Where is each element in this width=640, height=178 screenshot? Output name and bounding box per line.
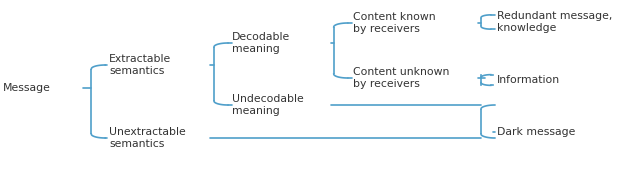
Text: Undecodable
meaning: Undecodable meaning bbox=[232, 94, 304, 116]
Text: Decodable
meaning: Decodable meaning bbox=[232, 32, 290, 54]
Text: Redundant message,
knowledge: Redundant message, knowledge bbox=[497, 11, 612, 33]
Text: Content known
by receivers: Content known by receivers bbox=[353, 12, 435, 34]
Text: Message: Message bbox=[3, 83, 51, 93]
Text: Information: Information bbox=[497, 75, 560, 85]
Text: Content unknown
by receivers: Content unknown by receivers bbox=[353, 67, 449, 89]
Text: Extractable
semantics: Extractable semantics bbox=[109, 54, 172, 76]
Text: Dark message: Dark message bbox=[497, 127, 575, 137]
Text: Unextractable
semantics: Unextractable semantics bbox=[109, 127, 186, 149]
